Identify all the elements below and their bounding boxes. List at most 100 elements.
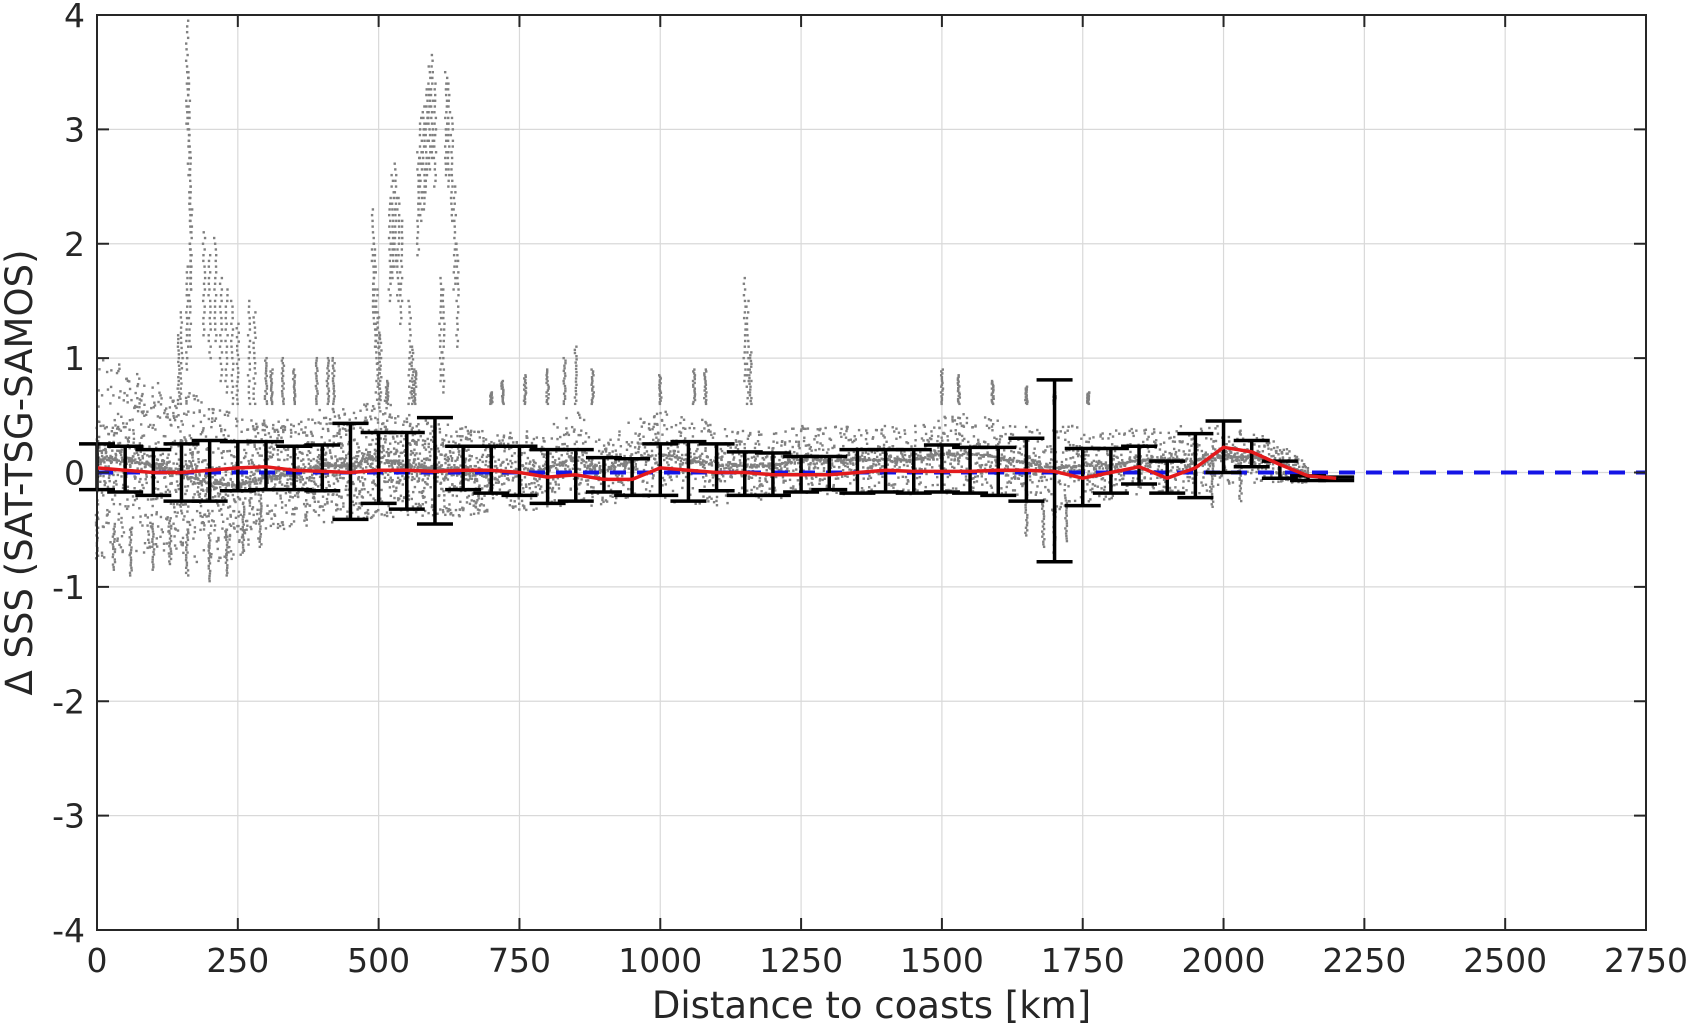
scatter-point [301, 452, 304, 455]
scatter-point [143, 403, 146, 407]
scatter-point [286, 458, 289, 461]
scatter-point [370, 409, 374, 412]
scatter-point [572, 456, 575, 460]
scatter-point [871, 465, 874, 468]
scatter-point [195, 509, 199, 513]
scatter-point [723, 467, 726, 470]
scatter-point [343, 465, 346, 468]
scatter-point [652, 474, 655, 477]
scatter-point [210, 519, 214, 522]
scatter-point [134, 458, 137, 461]
scatter-point [388, 442, 392, 445]
scatter-point [570, 451, 573, 455]
scatter-point [224, 473, 228, 477]
scatter-point [924, 485, 927, 489]
scatter-point [689, 459, 692, 462]
scatter-point [393, 462, 396, 465]
scatter-point [99, 424, 102, 428]
scatter-point [555, 463, 559, 466]
scatter-point [261, 518, 265, 522]
scatter-point [807, 482, 810, 486]
scatter-point [508, 503, 512, 507]
scatter-point [335, 464, 338, 467]
scatter-point [790, 452, 793, 456]
scatter-point [557, 483, 560, 486]
scatter-point [853, 469, 857, 472]
scatter-point [976, 442, 979, 446]
scatter-point [300, 428, 303, 431]
scatter-point [200, 484, 204, 487]
scatter-point [332, 473, 335, 476]
scatter-point [749, 431, 752, 435]
scatter-point [782, 481, 785, 484]
scatter-point [845, 429, 848, 433]
scatter-point [298, 450, 301, 454]
scatter-point [128, 428, 131, 431]
scatter-point [877, 458, 881, 462]
scatter-point [903, 450, 906, 453]
scatter-point [330, 422, 333, 425]
scatter-point [813, 463, 817, 466]
scatter-point [113, 458, 116, 462]
scatter-point [937, 419, 940, 423]
scatter-point [612, 443, 615, 447]
scatter-point [168, 418, 172, 421]
scatter-point [173, 418, 177, 422]
scatter-point [784, 430, 787, 433]
scatter-point [247, 538, 250, 541]
scatter-point [443, 457, 447, 461]
scatter-point [810, 481, 813, 485]
scatter-point [345, 467, 348, 470]
scatter-point [943, 483, 946, 486]
scatter-point [391, 478, 394, 482]
scatter-point [325, 497, 329, 501]
scatter-point [268, 446, 271, 450]
scatter-point [764, 456, 768, 459]
scatter-point [337, 464, 340, 467]
scatter-point [924, 467, 927, 471]
scatter-point [446, 456, 449, 459]
scatter-point [816, 466, 820, 470]
scatter-point [982, 455, 986, 458]
scatter-point [741, 468, 744, 472]
scatter-point [302, 463, 305, 466]
scatter-point [202, 459, 205, 462]
scatter-point [537, 484, 540, 487]
scatter-point [366, 402, 369, 406]
scatter-point [544, 489, 547, 493]
scatter-point [835, 491, 838, 495]
scatter-point [937, 450, 940, 453]
scatter-point [451, 494, 455, 497]
scatter-point [162, 434, 166, 438]
scatter-point [1010, 458, 1013, 461]
scatter-point [343, 458, 346, 461]
scatter-point [450, 435, 453, 438]
scatter-point [109, 385, 113, 389]
scatter-point [862, 466, 865, 469]
scatter-point [459, 438, 463, 442]
scatter-point [109, 456, 112, 459]
scatter-point [922, 458, 925, 462]
scatter-point [571, 459, 575, 463]
scatter-point [682, 471, 685, 475]
scatter-point [423, 474, 427, 477]
scatter-point [264, 433, 267, 437]
scatter-point [498, 439, 501, 442]
scatter-point [372, 479, 375, 482]
scatter-point [673, 449, 677, 453]
scatter-point [338, 442, 342, 445]
scatter-point [126, 498, 129, 501]
scatter-point [650, 466, 654, 470]
scatter-point [140, 467, 143, 471]
scatter-point [678, 430, 681, 433]
scatter-point [124, 505, 127, 508]
scatter-point [967, 440, 970, 444]
scatter-point [985, 424, 989, 427]
scatter-point [117, 512, 121, 516]
scatter-point [844, 461, 847, 464]
scatter-point [591, 495, 594, 499]
scatter-point [500, 474, 503, 477]
scatter-point [332, 441, 336, 445]
scatter-point [113, 494, 117, 497]
scatter-point [305, 518, 309, 521]
